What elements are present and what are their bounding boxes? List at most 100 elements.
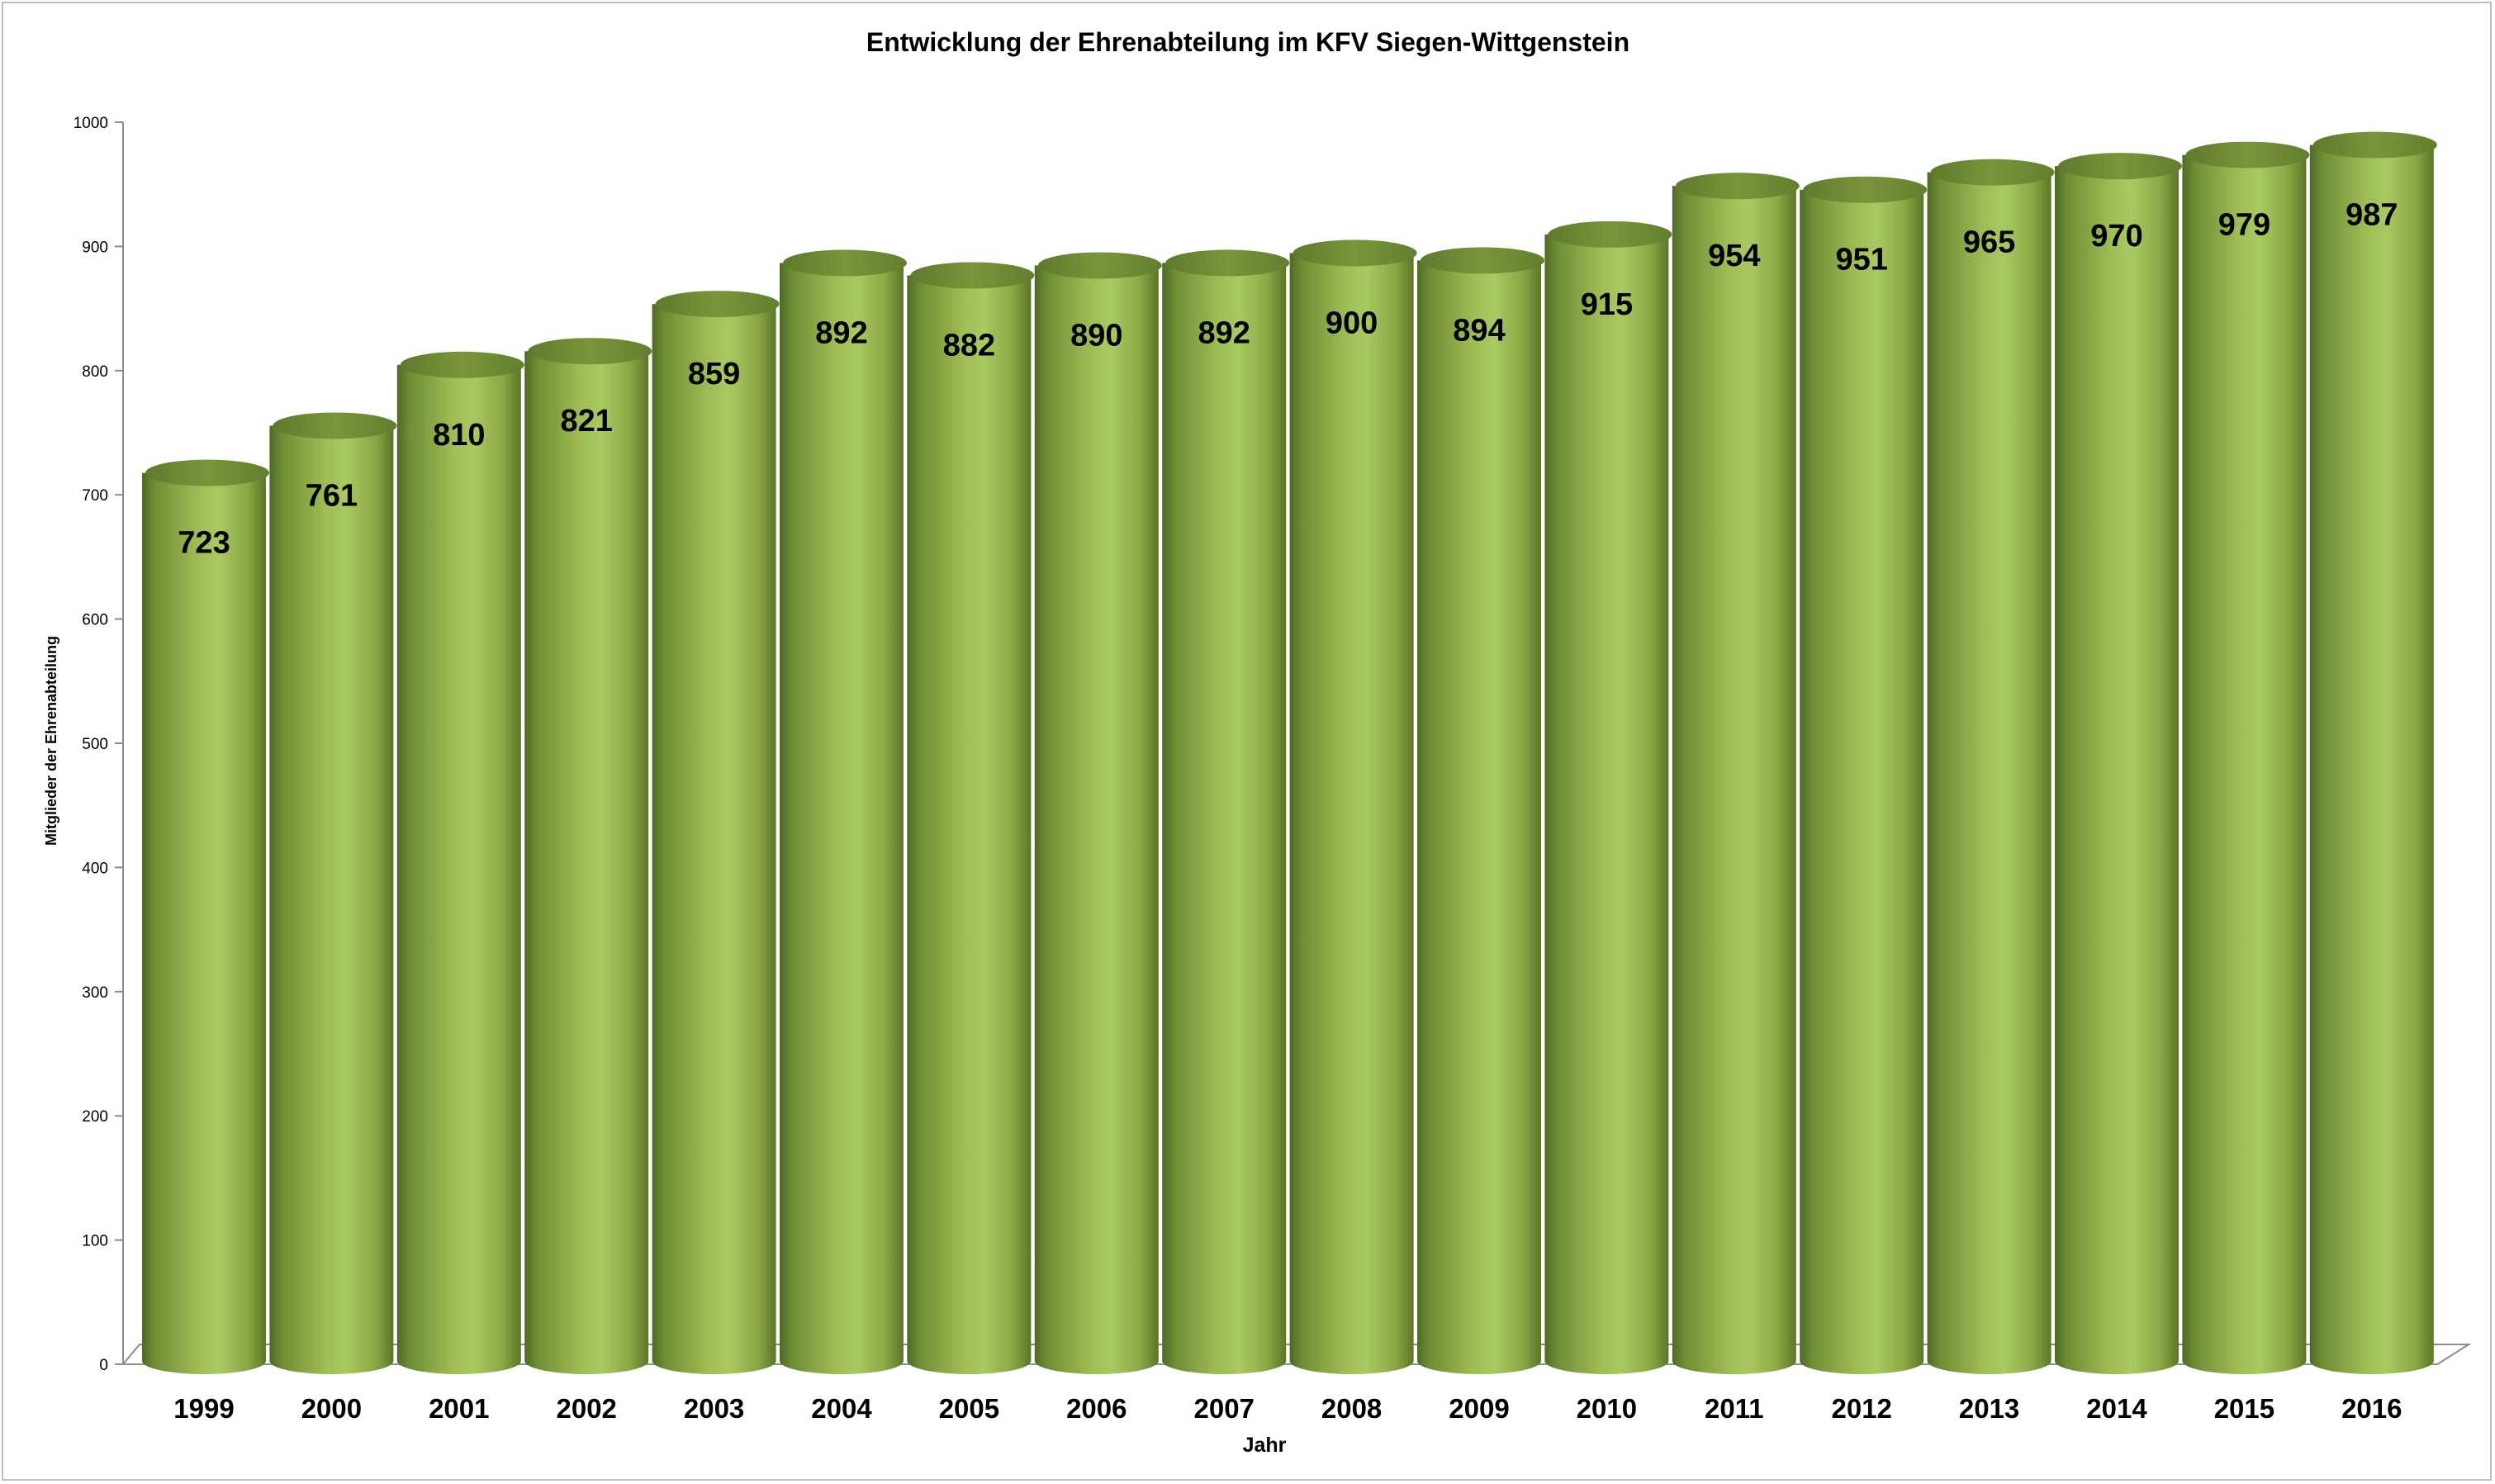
data-label: 723 [178,526,230,561]
x-tick-label: 2003 [684,1393,744,1424]
bar-body [142,472,266,1375]
bar [396,351,524,1374]
bar-body [907,275,1032,1375]
bar [2182,141,2310,1375]
bar [1162,249,1290,1374]
bar-body [1800,189,1924,1374]
data-label: 915 [1581,287,1633,322]
x-tick-label: 2010 [1577,1393,1637,1424]
x-tick-label: 2005 [939,1393,999,1424]
bar-top [1675,173,1800,200]
data-label: 810 [433,418,485,453]
bar [652,291,780,1375]
bar [1927,159,2055,1374]
bar-top [910,262,1035,289]
x-tick-label: 2004 [811,1393,872,1424]
bar [1800,176,1928,1374]
bar-body [1544,234,1669,1375]
y-tick-label: 400 [82,860,108,877]
bar [907,262,1035,1375]
bar-body [1417,260,1541,1374]
x-tick-labels: 1999 2000 2001 2002 2003 2004 2005 2006 2007 2008… [173,1393,2402,1424]
x-tick-label: 2007 [1193,1393,1254,1424]
y-axis-label: Mitglieder der Ehrenabteilung [43,636,59,846]
bar-top [528,338,652,365]
x-tick-label: 2012 [1831,1393,1891,1424]
bar [142,459,269,1375]
bar [1544,220,1672,1375]
y-tick-label: 300 [82,984,108,1002]
data-label: 859 [688,357,740,391]
bar [2055,153,2182,1374]
bar-body [269,425,394,1374]
bar-top [1037,252,1162,279]
y-tick-label: 500 [82,736,108,753]
x-tick-label: 2002 [556,1393,616,1424]
data-label: 882 [943,328,995,363]
data-label: 970 [2090,219,2142,254]
data-label: 987 [2346,198,2398,233]
bar-body [1927,172,2051,1374]
data-label: 890 [1070,318,1122,353]
x-tick-label: 2008 [1321,1393,1382,1424]
data-label: 951 [1835,243,1887,277]
chart-canvas: Entwicklung der Ehrenabteilung im KFV Si… [43,27,2472,1457]
data-label: 892 [815,315,867,350]
bar-top [1803,176,1928,203]
y-tick-label: 100 [82,1233,108,1250]
bar-top [400,351,524,378]
bar-body [2055,166,2179,1374]
x-axis-label: Jahr [1243,1434,1287,1457]
y-tick-label: 0 [99,1357,108,1374]
bar-body [2309,145,2434,1374]
bar-top [1293,239,1417,267]
x-tick-label: 2013 [1959,1393,2019,1424]
x-tick-label: 1999 [173,1393,234,1424]
bar-top [1548,220,1672,248]
bar-body [1162,263,1287,1374]
chart-title: Entwicklung der Ehrenabteilung im KFV Si… [866,27,1629,57]
data-label: 894 [1453,313,1505,348]
y-tick-label: 700 [82,487,108,505]
bar-body [1672,186,1796,1375]
x-tick-label: 2009 [1449,1393,1509,1424]
data-label: 954 [1708,239,1760,273]
x-tick-label: 2006 [1066,1393,1127,1424]
bar-body [2182,154,2307,1375]
x-tick-label: 2014 [2086,1393,2147,1424]
y-tick-label: 1000 [74,115,108,132]
data-label: 979 [2218,208,2270,243]
bar-top [273,412,397,439]
y-tick-label: 900 [82,239,108,256]
y-tick-label: 200 [82,1108,108,1126]
bar-body [524,351,649,1374]
bar-top [2185,141,2310,168]
x-tick-label: 2000 [301,1393,362,1424]
bar-body [1034,265,1159,1375]
x-tick-label: 2001 [429,1393,489,1424]
data-label: 892 [1198,315,1250,350]
bar-top [145,459,269,486]
data-label: 761 [306,478,358,513]
bar-top [2058,153,2182,180]
bar [269,412,397,1374]
bar-top [1930,159,2055,186]
y-tick-label: 600 [82,612,108,629]
bar [524,338,652,1374]
bar [780,249,907,1374]
data-label: 965 [1963,225,2015,260]
data-labels: 723 761 810 821 859 892 882 890 892 900 894 915 954 9… [178,198,2398,561]
bar-top [1421,247,1544,274]
x-tick-label: 2016 [2341,1393,2402,1424]
bar [1289,239,1417,1374]
bar [1672,173,1800,1375]
x-tick-label: 2015 [2214,1393,2274,1424]
bar [2309,131,2437,1374]
bar-body [396,364,521,1374]
bar-body [780,263,904,1374]
data-label: 900 [1326,306,1378,340]
y-tick-label: 800 [82,363,108,381]
bar-top [783,249,907,277]
bar [1417,247,1544,1374]
bar-top [2312,131,2437,159]
